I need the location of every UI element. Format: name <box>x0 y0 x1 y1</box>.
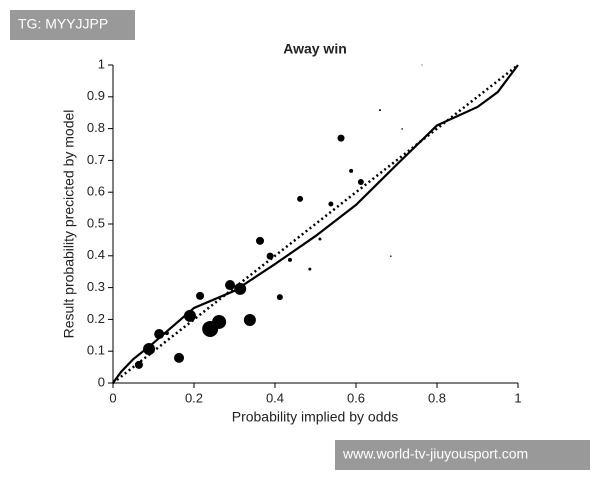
point <box>276 294 283 301</box>
point <box>143 342 156 355</box>
y-tick-label: 1 <box>98 56 105 71</box>
x-tick-label: 0.4 <box>266 390 284 405</box>
y-tick-label: 0.4 <box>87 247 105 262</box>
watermark-box <box>10 10 135 40</box>
y-axis-label: Result probability precicted by model <box>61 110 77 339</box>
point <box>390 255 392 257</box>
point <box>266 252 274 260</box>
point <box>349 168 354 173</box>
point <box>401 128 403 130</box>
x-tick-label: 0.6 <box>347 390 365 405</box>
fit-line <box>112 64 519 384</box>
point <box>243 314 256 327</box>
point <box>318 237 322 241</box>
y-tick-label: 0.5 <box>87 215 105 230</box>
y-tick-label: 0.3 <box>87 279 105 294</box>
chart-title: Away win <box>283 41 347 57</box>
point <box>421 64 423 66</box>
point <box>183 309 196 322</box>
point <box>174 352 185 363</box>
x-tick-label: 0.8 <box>428 390 446 405</box>
point <box>154 329 165 340</box>
point <box>297 195 304 202</box>
watermark-box <box>335 440 590 470</box>
fit-line <box>112 64 519 384</box>
watermark: TG: MYYJJPP <box>18 16 108 32</box>
y-tick-label: 0.7 <box>87 152 105 167</box>
watermark: www.world-tv-jiuyousport.com <box>342 446 528 462</box>
point <box>328 201 334 207</box>
y-tick-label: 0.1 <box>87 343 105 358</box>
x-tick-label: 0.2 <box>185 390 203 405</box>
point <box>287 257 292 262</box>
point <box>256 236 265 245</box>
y-tick-label: 0 <box>98 374 105 389</box>
x-axis-label: Probability implied by odds <box>232 409 399 425</box>
y-tick-label: 0.6 <box>87 184 105 199</box>
x-tick-label: 1 <box>514 390 521 405</box>
x-tick-label: 0 <box>109 390 116 405</box>
point <box>234 282 247 295</box>
y-tick-label: 0.8 <box>87 120 105 135</box>
point <box>357 179 364 186</box>
point <box>225 280 236 291</box>
point <box>134 360 143 369</box>
point <box>196 291 205 300</box>
point <box>337 134 345 142</box>
y-tick-label: 0.2 <box>87 311 105 326</box>
point <box>308 267 312 271</box>
point <box>164 331 169 336</box>
point <box>212 314 227 329</box>
point <box>378 109 381 112</box>
y-tick-label: 0.9 <box>87 88 105 103</box>
